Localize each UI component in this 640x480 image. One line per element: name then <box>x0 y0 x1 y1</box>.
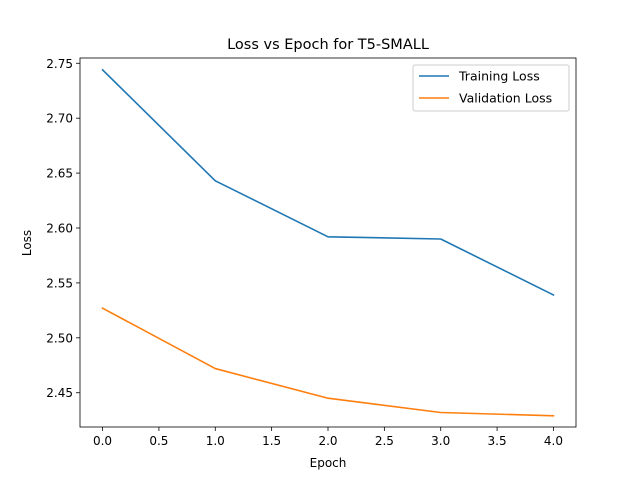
y-tick-label: 2.55 <box>46 276 73 290</box>
plot-area <box>79 57 577 428</box>
y-tick-label: 2.50 <box>46 331 73 345</box>
legend-label-training-loss: Training Loss <box>458 69 540 84</box>
x-tick-label: 0.0 <box>93 434 112 448</box>
plot-frame <box>79 57 577 428</box>
x-tick-label: 1.5 <box>262 434 281 448</box>
y-tick-label: 2.75 <box>46 57 73 71</box>
x-tick-label: 3.0 <box>431 434 450 448</box>
x-tick-label: 2.0 <box>318 434 337 448</box>
chart-title: Loss vs Epoch for T5-SMALL <box>227 37 429 53</box>
legend-box <box>412 64 570 112</box>
series-layer <box>101 68 555 417</box>
legend-label-validation-loss: Validation Loss <box>459 91 552 106</box>
x-axis: 0.0 0.5 1.0 1.5 2.0 2.5 3.0 3.5 4.0 <box>93 427 563 448</box>
y-tick-label: 2.65 <box>46 167 73 181</box>
y-tick-label: 2.70 <box>46 112 73 126</box>
y-axis: 2.45 2.50 2.55 2.60 2.65 2.70 2.75 <box>46 57 80 400</box>
training-loss-line <box>101 68 555 297</box>
x-tick-label: 0.5 <box>149 434 168 448</box>
y-tick-label: 2.60 <box>46 222 73 236</box>
x-axis-label: Epoch <box>310 456 347 470</box>
x-tick-label: 4.0 <box>544 434 563 448</box>
y-tick-label: 2.45 <box>46 386 73 400</box>
x-tick-label: 2.5 <box>375 434 394 448</box>
validation-loss-line <box>101 307 555 417</box>
y-axis-label: Loss <box>20 230 34 256</box>
legend: Training Loss Validation Loss <box>412 64 570 112</box>
x-tick-label: 1.0 <box>206 434 225 448</box>
x-tick-label: 3.5 <box>488 434 507 448</box>
